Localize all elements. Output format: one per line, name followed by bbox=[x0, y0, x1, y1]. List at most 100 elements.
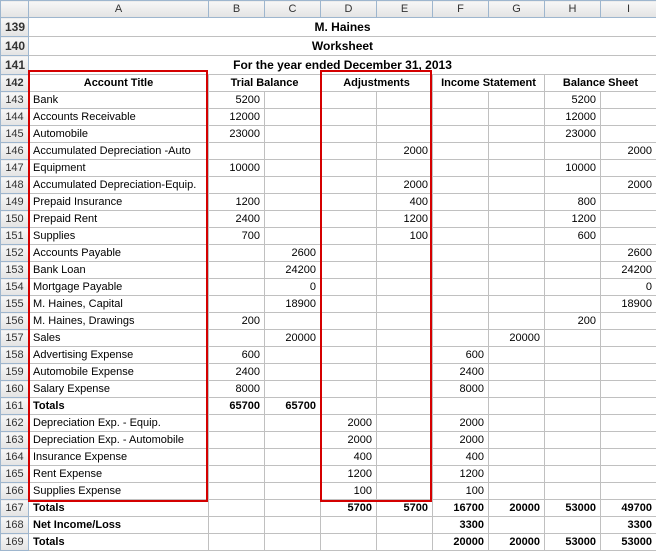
cell[interactable] bbox=[601, 483, 656, 500]
cell[interactable] bbox=[433, 262, 489, 279]
cell[interactable] bbox=[433, 313, 489, 330]
cell[interactable] bbox=[545, 432, 601, 449]
cell[interactable] bbox=[545, 449, 601, 466]
cell[interactable] bbox=[545, 381, 601, 398]
cell[interactable] bbox=[489, 296, 545, 313]
cell[interactable] bbox=[209, 330, 265, 347]
cell-account[interactable]: Bank bbox=[29, 92, 209, 109]
cell[interactable]: 0 bbox=[601, 279, 656, 296]
cell[interactable]: 8000 bbox=[433, 381, 489, 398]
cell[interactable] bbox=[545, 483, 601, 500]
cell-account[interactable]: M. Haines, Drawings bbox=[29, 313, 209, 330]
cell[interactable] bbox=[377, 109, 433, 126]
cell-account[interactable]: Accumulated Depreciation -Auto bbox=[29, 143, 209, 160]
cell[interactable] bbox=[377, 483, 433, 500]
cell[interactable] bbox=[321, 364, 377, 381]
cell[interactable]: 20000 bbox=[489, 500, 545, 517]
cell[interactable] bbox=[209, 517, 265, 534]
cell-account[interactable]: Supplies bbox=[29, 228, 209, 245]
cell[interactable] bbox=[265, 415, 321, 432]
cell[interactable] bbox=[265, 126, 321, 143]
cell[interactable] bbox=[601, 194, 656, 211]
cell-account[interactable]: Automobile Expense bbox=[29, 364, 209, 381]
cell-account[interactable]: Totals bbox=[29, 398, 209, 415]
cell[interactable] bbox=[489, 483, 545, 500]
cell[interactable] bbox=[321, 313, 377, 330]
cell[interactable] bbox=[321, 109, 377, 126]
cell[interactable] bbox=[321, 177, 377, 194]
cell[interactable] bbox=[209, 262, 265, 279]
cell[interactable] bbox=[545, 143, 601, 160]
cell[interactable] bbox=[209, 415, 265, 432]
cell[interactable] bbox=[321, 347, 377, 364]
cell[interactable] bbox=[377, 262, 433, 279]
row-header-159[interactable]: 159 bbox=[1, 364, 29, 381]
cell[interactable]: 1200 bbox=[209, 194, 265, 211]
col-header-E[interactable]: E bbox=[377, 1, 433, 18]
cell[interactable] bbox=[265, 432, 321, 449]
col-header-A[interactable]: A bbox=[29, 1, 209, 18]
cell[interactable] bbox=[209, 483, 265, 500]
row-header-158[interactable]: 158 bbox=[1, 347, 29, 364]
cell[interactable] bbox=[489, 415, 545, 432]
cell-account[interactable]: Sales bbox=[29, 330, 209, 347]
col-header-H[interactable]: H bbox=[545, 1, 601, 18]
cell[interactable] bbox=[209, 432, 265, 449]
col-header-F[interactable]: F bbox=[433, 1, 489, 18]
cell[interactable]: 600 bbox=[209, 347, 265, 364]
cell[interactable] bbox=[265, 466, 321, 483]
cell[interactable] bbox=[265, 517, 321, 534]
cell[interactable] bbox=[601, 364, 656, 381]
cell[interactable]: 10000 bbox=[545, 160, 601, 177]
cell[interactable] bbox=[601, 398, 656, 415]
cell[interactable]: 800 bbox=[545, 194, 601, 211]
cell[interactable] bbox=[545, 347, 601, 364]
cell[interactable] bbox=[209, 500, 265, 517]
cell-account[interactable]: Depreciation Exp. - Automobile bbox=[29, 432, 209, 449]
cell[interactable] bbox=[265, 313, 321, 330]
cell[interactable] bbox=[265, 449, 321, 466]
cell[interactable]: 2400 bbox=[209, 364, 265, 381]
cell[interactable] bbox=[601, 432, 656, 449]
cell[interactable] bbox=[489, 126, 545, 143]
row-header-148[interactable]: 148 bbox=[1, 177, 29, 194]
cell[interactable]: 1200 bbox=[377, 211, 433, 228]
row-header-166[interactable]: 166 bbox=[1, 483, 29, 500]
cell[interactable] bbox=[489, 245, 545, 262]
cell[interactable]: 200 bbox=[545, 313, 601, 330]
row-header-145[interactable]: 145 bbox=[1, 126, 29, 143]
cell[interactable] bbox=[321, 143, 377, 160]
cell[interactable] bbox=[489, 228, 545, 245]
cell-account[interactable]: Rent Expense bbox=[29, 466, 209, 483]
cell[interactable] bbox=[377, 364, 433, 381]
corner-cell[interactable] bbox=[1, 1, 29, 18]
cell[interactable] bbox=[377, 160, 433, 177]
cell[interactable] bbox=[209, 279, 265, 296]
cell[interactable] bbox=[321, 228, 377, 245]
cell[interactable] bbox=[433, 398, 489, 415]
cell[interactable] bbox=[433, 330, 489, 347]
cell-account[interactable]: Prepaid Insurance bbox=[29, 194, 209, 211]
cell[interactable] bbox=[321, 517, 377, 534]
cell[interactable] bbox=[601, 466, 656, 483]
cell[interactable] bbox=[601, 228, 656, 245]
row-header-162[interactable]: 162 bbox=[1, 415, 29, 432]
cell[interactable] bbox=[545, 517, 601, 534]
cell[interactable] bbox=[377, 398, 433, 415]
cell[interactable] bbox=[377, 296, 433, 313]
cell[interactable]: 10000 bbox=[209, 160, 265, 177]
cell[interactable]: 5700 bbox=[377, 500, 433, 517]
cell-account[interactable]: Equipment bbox=[29, 160, 209, 177]
cell[interactable]: 2000 bbox=[433, 415, 489, 432]
cell[interactable] bbox=[489, 194, 545, 211]
cell[interactable] bbox=[209, 534, 265, 551]
cell[interactable] bbox=[321, 381, 377, 398]
cell[interactable]: 3300 bbox=[601, 517, 656, 534]
row-header-141[interactable]: 141 bbox=[1, 56, 29, 75]
cell[interactable]: 700 bbox=[209, 228, 265, 245]
cell[interactable] bbox=[321, 245, 377, 262]
cell[interactable] bbox=[377, 432, 433, 449]
cell[interactable] bbox=[377, 313, 433, 330]
cell-account[interactable]: Automobile bbox=[29, 126, 209, 143]
cell[interactable] bbox=[265, 364, 321, 381]
